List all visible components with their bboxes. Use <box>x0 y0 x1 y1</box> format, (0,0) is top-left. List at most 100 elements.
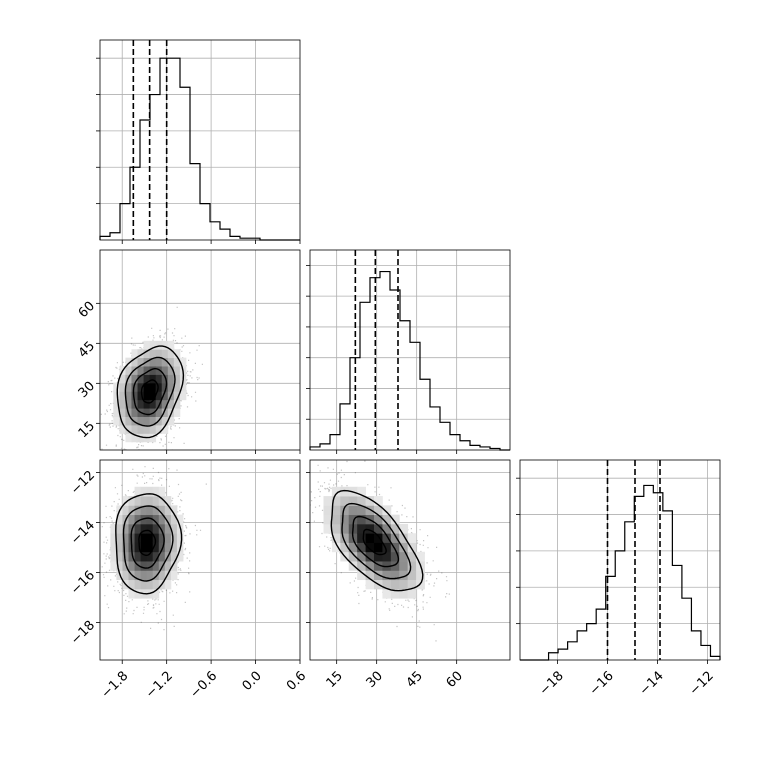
hist-panel-2-frame <box>519 459 721 661</box>
density-cell <box>170 533 178 543</box>
density-cell <box>122 570 129 581</box>
density-cell <box>152 551 160 562</box>
contour-line <box>330 489 424 592</box>
density-cell <box>176 514 184 525</box>
density-cell <box>348 514 358 525</box>
density-cell <box>173 357 181 367</box>
density-cell <box>176 533 184 543</box>
density-cell <box>128 561 135 571</box>
density-cell <box>348 505 358 516</box>
density-cell <box>119 391 126 401</box>
density-cell <box>164 514 172 525</box>
hist-panel-0-frame <box>99 39 301 241</box>
density-cell <box>140 533 148 543</box>
hist-step-1 <box>309 270 510 451</box>
density-cell <box>128 588 135 599</box>
density-cell <box>134 523 142 534</box>
density-cell <box>116 542 123 553</box>
density-cell <box>399 551 409 562</box>
density-cell <box>140 570 148 581</box>
density-cell <box>340 514 350 525</box>
density-cell <box>134 542 142 553</box>
density-cell <box>161 425 169 434</box>
density-cell <box>149 366 157 375</box>
density-cell <box>374 496 383 506</box>
density-cell <box>152 570 160 581</box>
density-cell <box>134 588 142 599</box>
density-cell <box>125 433 132 443</box>
density-cell <box>116 551 123 562</box>
density-cell <box>331 486 341 497</box>
density-cell <box>323 514 333 525</box>
density-cell <box>134 561 142 571</box>
density-cell <box>149 433 157 443</box>
density-cell <box>161 340 169 350</box>
density-cell <box>143 408 151 417</box>
density-cell <box>149 349 157 359</box>
density-cell <box>143 382 151 392</box>
density-cell <box>167 357 175 367</box>
density-cell <box>164 523 172 534</box>
density-cell <box>173 374 181 384</box>
density-cell <box>382 579 392 590</box>
density-cell <box>122 496 129 506</box>
density-cell <box>158 533 166 543</box>
density-cell <box>125 391 132 401</box>
density-cell <box>161 349 169 359</box>
density-cell <box>143 366 151 375</box>
density-cell <box>119 382 126 392</box>
density-cell <box>110 551 117 562</box>
density-cell <box>155 408 163 417</box>
density-cell <box>382 542 392 553</box>
density-cell <box>167 349 175 359</box>
density-cell <box>164 579 172 590</box>
density-cell <box>357 514 366 525</box>
density-cell <box>158 486 166 497</box>
density-cell <box>137 366 144 375</box>
density-cell <box>110 523 117 534</box>
contour-line <box>138 529 157 556</box>
density-cell <box>416 551 425 562</box>
density-cell <box>125 382 132 392</box>
density-cell <box>331 542 341 553</box>
density-cell <box>340 523 350 534</box>
density-cell <box>167 340 175 350</box>
density-cell <box>152 579 160 590</box>
contour-line <box>140 379 159 404</box>
density-cell <box>140 486 148 497</box>
density-cell <box>374 551 383 562</box>
density-cell <box>158 551 166 562</box>
density-cell <box>119 399 126 409</box>
density-cell <box>152 514 160 525</box>
density-cell <box>399 561 409 571</box>
density-cell <box>374 505 383 516</box>
density-panel-0-frame <box>99 249 301 451</box>
density-cell <box>155 340 163 350</box>
hist-panel-0 <box>96 39 301 244</box>
density-cell <box>390 570 400 581</box>
density-cell <box>416 570 425 581</box>
density-cell <box>149 382 157 392</box>
density-cell <box>134 514 142 525</box>
density-cell <box>161 416 169 426</box>
density-cell <box>146 505 154 516</box>
density-cell <box>143 399 151 409</box>
density-cell <box>146 579 154 590</box>
density-cell <box>131 408 138 417</box>
density-cell <box>152 561 160 571</box>
density-cell <box>152 523 160 534</box>
density-cell <box>152 496 160 506</box>
density-cell <box>167 374 175 384</box>
density-cell <box>131 425 138 434</box>
density-cell <box>390 561 400 571</box>
density-cell <box>374 561 383 571</box>
density-cell <box>173 408 181 417</box>
density-cell <box>161 382 169 392</box>
density-cell <box>357 542 366 553</box>
density-cell <box>365 561 375 571</box>
density-cell <box>173 391 181 401</box>
density-cell <box>164 505 172 516</box>
density-cell <box>116 514 123 525</box>
density-cell <box>137 433 144 443</box>
density-cell <box>128 514 135 525</box>
